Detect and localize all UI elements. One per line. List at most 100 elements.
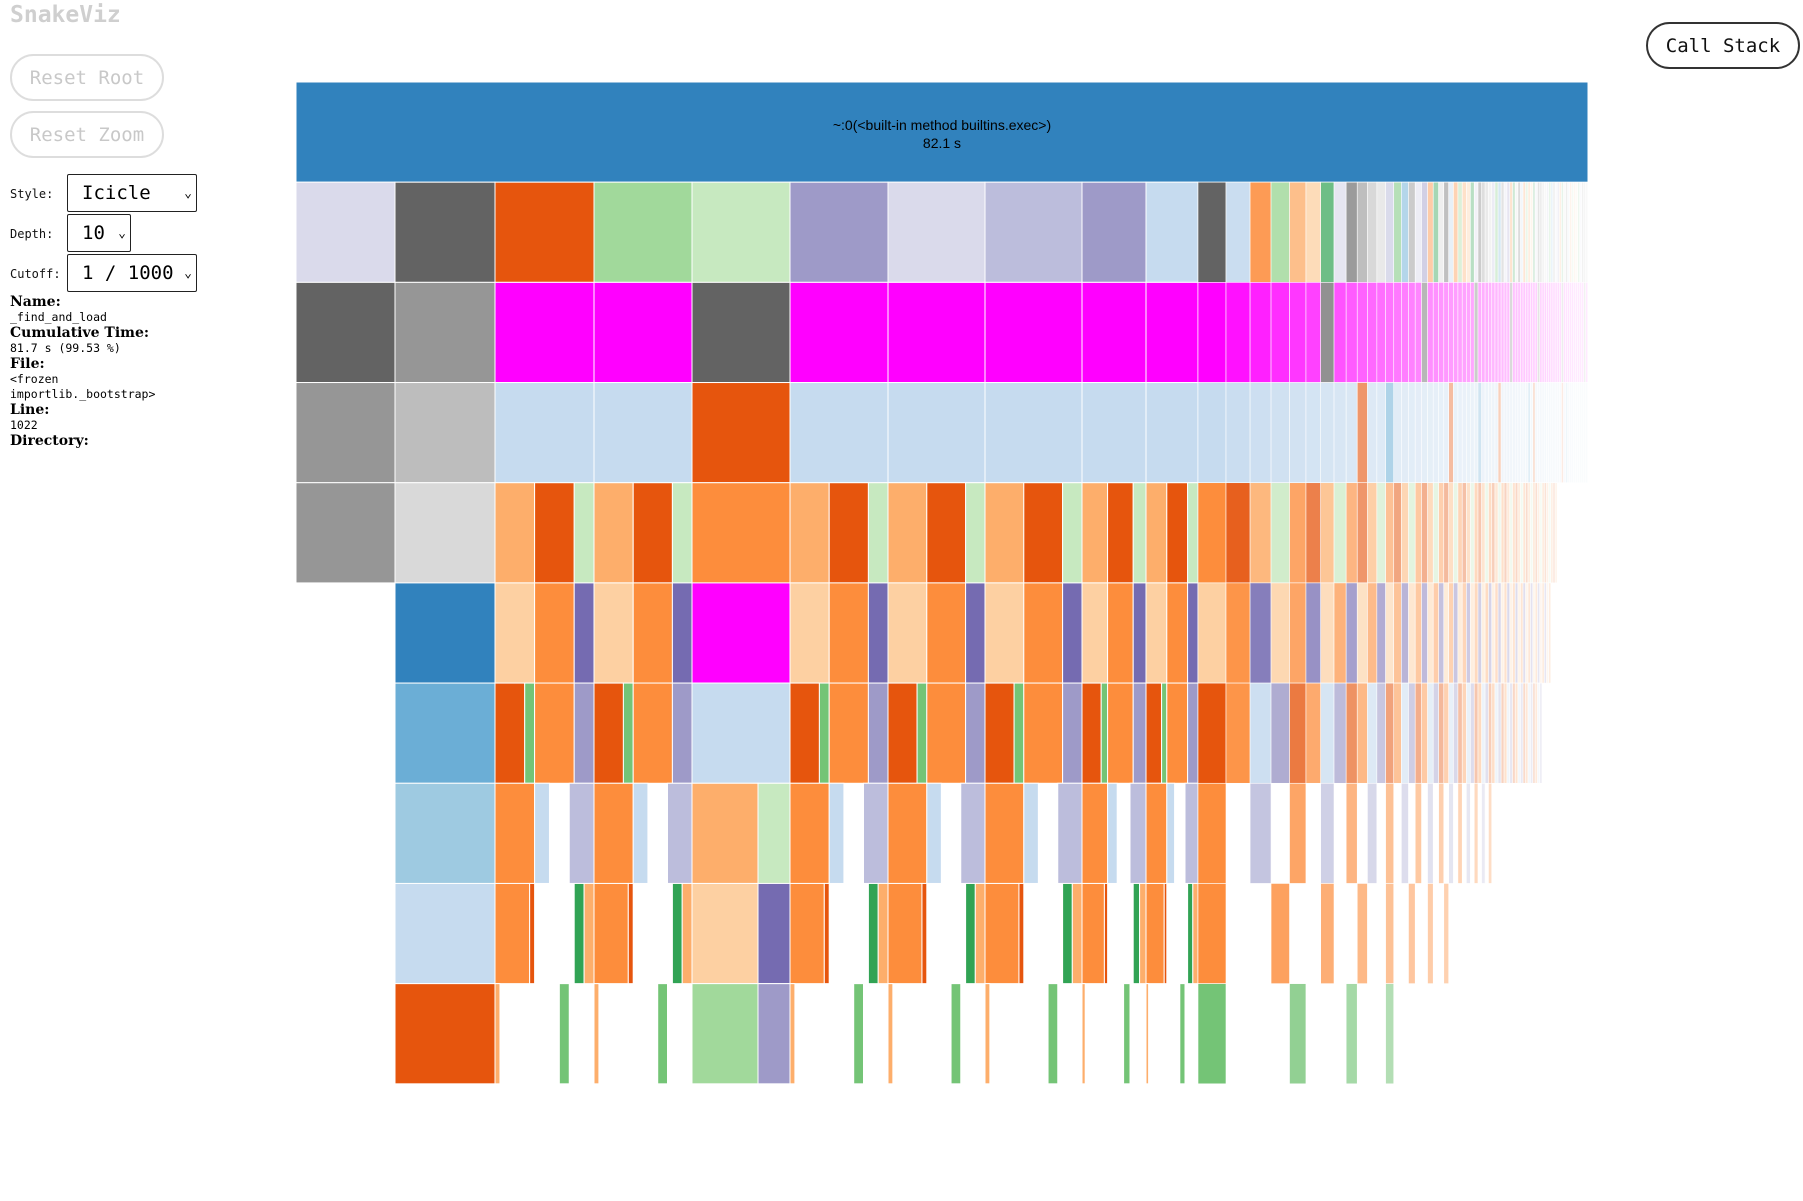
icicle-node[interactable] xyxy=(1552,282,1556,383)
icicle-node[interactable] xyxy=(1345,282,1358,383)
icicle-node[interactable] xyxy=(1376,682,1386,784)
icicle-node[interactable] xyxy=(1554,181,1558,283)
icicle-chart[interactable]: ~:0(<built-in method builtins.exec>) 82.1… xyxy=(296,82,1588,1184)
icicle-node[interactable] xyxy=(1305,482,1321,584)
icicle-node[interactable] xyxy=(1457,382,1463,484)
icicle-node[interactable] xyxy=(1107,682,1134,784)
icicle-node[interactable] xyxy=(1376,482,1386,584)
icicle-node[interactable] xyxy=(1385,282,1395,383)
icicle-node[interactable] xyxy=(1179,983,1186,1085)
icicle-node[interactable] xyxy=(1249,782,1272,884)
icicle-node[interactable] xyxy=(558,983,570,1085)
icicle-node[interactable] xyxy=(1552,382,1556,484)
icicle-node[interactable] xyxy=(1289,582,1307,684)
icicle-node[interactable] xyxy=(632,682,673,784)
icicle-node[interactable] xyxy=(1563,181,1566,283)
icicle-node[interactable] xyxy=(1537,181,1541,283)
icicle-node[interactable] xyxy=(1563,282,1566,383)
icicle-node[interactable] xyxy=(394,682,496,784)
icicle-node[interactable] xyxy=(887,382,986,484)
icicle-node[interactable] xyxy=(583,882,595,985)
icicle-node[interactable] xyxy=(1558,382,1562,484)
icicle-node[interactable] xyxy=(1438,482,1445,584)
icicle-node[interactable] xyxy=(1543,181,1547,283)
icicle-node[interactable] xyxy=(1333,382,1347,484)
icicle-node[interactable] xyxy=(1356,482,1368,584)
icicle-node[interactable] xyxy=(1427,181,1434,283)
icicle-node[interactable] xyxy=(691,882,759,985)
icicle-node[interactable] xyxy=(1509,682,1513,784)
icicle-node[interactable] xyxy=(1497,181,1502,283)
icicle-node[interactable] xyxy=(1525,582,1529,684)
icicle-node[interactable] xyxy=(632,782,649,884)
icicle-node[interactable] xyxy=(1385,983,1395,1085)
icicle-node[interactable] xyxy=(622,682,634,784)
icicle-node[interactable] xyxy=(1225,181,1251,283)
icicle-node[interactable] xyxy=(671,582,693,684)
icicle-node[interactable] xyxy=(984,482,1025,584)
icicle-node[interactable] xyxy=(1457,782,1463,884)
icicle-node[interactable] xyxy=(1532,181,1536,283)
icicle-node[interactable] xyxy=(632,482,673,584)
icicle-node[interactable] xyxy=(1385,582,1395,684)
icicle-node[interactable] xyxy=(1525,482,1529,584)
icicle-node[interactable] xyxy=(1145,482,1168,584)
icicle-node[interactable] xyxy=(1517,682,1521,784)
icicle-node[interactable] xyxy=(1367,482,1378,584)
icicle-node[interactable] xyxy=(1448,682,1454,784)
icicle-node[interactable] xyxy=(1414,382,1422,484)
icicle-node[interactable] xyxy=(1414,482,1422,584)
icicle-node[interactable] xyxy=(1453,282,1459,383)
icicle-node[interactable] xyxy=(691,983,759,1085)
icicle-node[interactable] xyxy=(1481,382,1486,484)
icicle-node[interactable] xyxy=(1532,582,1536,684)
icicle-node[interactable] xyxy=(1356,883,1368,984)
icicle-node[interactable] xyxy=(1414,582,1422,684)
icicle-node[interactable] xyxy=(1461,682,1467,784)
icicle-node[interactable] xyxy=(1393,382,1402,484)
icicle-node[interactable] xyxy=(789,482,830,584)
icicle-node[interactable] xyxy=(1491,382,1496,484)
icicle-node[interactable] xyxy=(1517,181,1521,283)
icicle-node[interactable] xyxy=(1197,782,1227,884)
icicle-node[interactable] xyxy=(887,482,928,584)
icicle-node[interactable] xyxy=(1494,382,1499,484)
icicle-node[interactable] xyxy=(1184,782,1199,884)
icicle-node[interactable] xyxy=(1552,482,1556,584)
icicle-node[interactable] xyxy=(1438,382,1445,484)
icicle-node[interactable] xyxy=(1500,482,1505,584)
icicle-node[interactable] xyxy=(1554,382,1558,484)
icicle-node[interactable] xyxy=(1581,181,1584,283)
icicle-node[interactable] xyxy=(1550,181,1554,283)
reset-zoom-button[interactable]: Reset Zoom xyxy=(10,111,164,158)
icicle-node[interactable] xyxy=(1320,181,1335,283)
icicle-node[interactable] xyxy=(887,782,928,884)
icicle-node[interactable] xyxy=(1197,983,1227,1085)
icicle-node[interactable] xyxy=(984,181,1083,283)
icicle-node[interactable] xyxy=(1367,582,1378,684)
icicle-node[interactable] xyxy=(529,882,536,985)
icicle-node[interactable] xyxy=(1453,582,1459,684)
icicle-node[interactable] xyxy=(1192,882,1199,985)
icicle-node[interactable] xyxy=(1466,782,1471,884)
icicle-node[interactable] xyxy=(1385,883,1395,984)
icicle-node[interactable] xyxy=(1503,482,1508,584)
icicle-node[interactable] xyxy=(394,782,496,884)
icicle-node[interactable] xyxy=(1457,682,1463,784)
icicle-node[interactable] xyxy=(1333,482,1347,584)
icicle-node[interactable] xyxy=(1497,482,1502,584)
icicle-node[interactable] xyxy=(1484,582,1489,684)
icicle-node[interactable] xyxy=(1525,282,1529,383)
icicle-node[interactable] xyxy=(1494,482,1499,584)
icicle-node[interactable] xyxy=(1320,582,1335,684)
icicle-node[interactable] xyxy=(1546,181,1549,283)
icicle-node[interactable] xyxy=(1537,482,1541,584)
icicle-node[interactable] xyxy=(1537,682,1541,784)
icicle-node[interactable] xyxy=(593,682,624,784)
icicle-node[interactable] xyxy=(593,181,693,283)
icicle-node[interactable] xyxy=(1500,282,1505,383)
icicle-node[interactable] xyxy=(1081,682,1102,784)
icicle-node[interactable] xyxy=(1305,682,1321,784)
icicle-node[interactable] xyxy=(853,983,865,1085)
icicle-node[interactable] xyxy=(494,682,526,784)
